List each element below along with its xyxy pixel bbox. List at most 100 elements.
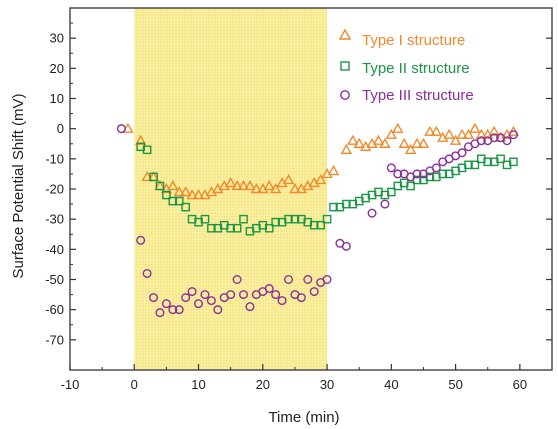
data-point-square [329,202,338,212]
y-tick-label: -20 [45,182,64,197]
data-point-square [464,160,473,170]
data-point-square [181,202,190,212]
data-point-circle [476,136,486,146]
data-point-circle [245,302,255,312]
data-point-square [509,157,518,167]
data-point-triangle [462,128,475,139]
data-point-square [470,160,480,170]
data-point-circle [489,133,499,143]
y-tick-label: -60 [45,302,64,317]
data-point-square [322,214,332,224]
data-point-triangle [282,174,295,185]
y-tick-label: -30 [45,212,64,227]
data-point-triangle [173,186,185,197]
data-point-triangle [417,137,430,148]
data-point-circle [194,299,204,309]
data-point-circle [367,208,377,218]
data-point-triangle [179,186,192,197]
data-point-triangle [250,183,263,194]
x-axis-title: Time (min) [268,409,339,426]
data-point-circle [296,293,306,303]
data-point-circle [431,163,441,173]
x-tick-label: 20 [256,377,270,392]
legend-marker-triangle [338,28,352,40]
data-point-triangle [475,128,488,139]
data-point-triangle [385,128,398,139]
data-point-triangle [237,180,250,191]
data-point-triangle [224,177,237,188]
data-point-circle [213,305,223,315]
data-point-circle [412,169,422,179]
y-tick-label: -10 [45,151,64,166]
y-tick-label: -50 [45,272,64,287]
data-point-triangle [167,180,179,191]
legend-item-type-1: Type I structure [338,28,465,49]
data-point-circle [239,290,249,300]
data-point-square [207,223,216,233]
x-tick-label: 60 [513,377,527,392]
data-point-triangle [192,189,205,200]
data-point-circle [116,124,126,134]
data-point-circle [380,199,390,209]
data-point-circle [508,130,518,140]
legend-label-type-3: Type III structure [362,87,474,104]
data-point-triangle [379,137,391,148]
data-point-circle [142,268,152,278]
shaded-region [134,8,328,370]
data-point-square [406,181,415,191]
data-point-circle [393,169,403,179]
data-point-square [342,199,351,209]
legend-label-type-2: Type II structure [362,60,470,77]
data-point-triangle [289,183,301,194]
data-point-circle [168,305,178,315]
series-circle [116,124,518,318]
y-tick-label: -70 [45,332,64,347]
data-point-triangle [443,128,455,139]
data-point-triangle [392,122,404,133]
data-point-circle [271,290,281,300]
data-point-triangle [340,143,353,154]
data-point-triangle [449,134,462,145]
axis-ticks: -10 0 10 20 30 40 50 60 30 20 10 0 -10 -20 -30 -40 -50 -6… [45,22,553,392]
data-point-square [162,190,171,200]
data-point-square [483,157,493,167]
data-point-circle [341,241,351,251]
data-point-circle [200,290,210,300]
data-point-square [239,214,248,224]
x-tick-label: 40 [384,377,398,392]
data-point-triangle [314,174,327,185]
data-point-square [284,214,293,224]
data-point-triangle [488,125,500,136]
data-point-circle [232,275,242,285]
data-point-triangle [353,137,365,148]
data-point-circle [322,275,332,285]
data-point-square [264,223,274,233]
x-tick-label: -10 [61,377,80,392]
y-tick-label: -40 [45,242,64,257]
data-point-circle [386,163,396,173]
data-point-circle [161,299,171,309]
data-point-triangle [430,125,443,136]
data-point-triangle [263,180,275,191]
data-point-square [496,154,505,164]
data-point-square [226,223,235,233]
data-point-square [438,169,448,179]
data-point-triangle [411,137,423,148]
data-point-square [387,187,396,197]
data-point-triangle [424,125,436,136]
data-point-triangle [372,134,385,145]
data-point-square [174,196,184,206]
data-point-circle [457,148,467,158]
data-point-square [168,196,178,206]
data-point-circle [284,275,294,285]
data-point-circle [181,293,191,303]
y-tick-label: 0 [57,121,64,136]
data-point-circle [303,275,313,285]
data-point-triangle [404,143,417,154]
data-point-triangle [456,128,468,139]
x-tick-label: 10 [191,377,205,392]
data-point-square [142,145,152,155]
data-point-square [271,217,280,227]
data-point-square [155,181,165,191]
